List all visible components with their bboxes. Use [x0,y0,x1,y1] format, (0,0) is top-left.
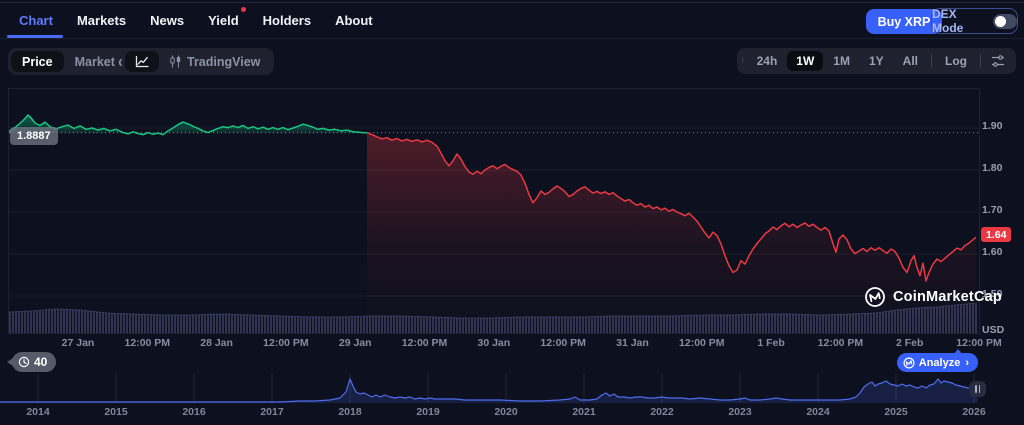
dex-mode-control[interactable]: DEX Mode [931,7,1018,35]
coinmarketcap-logo-icon [865,287,885,307]
watermark-text: CoinMarketCap [893,289,1002,305]
x-tick-label: 27 Jan [61,337,95,349]
open-price-label: 1.8887 [10,127,58,145]
x-tick-label: 12:00 PM [124,337,171,349]
tradingview-mode-button[interactable]: TradingView [159,51,271,72]
year-label[interactable]: 2018 [338,406,362,418]
year-label[interactable]: 2017 [260,406,284,418]
chart-settings-button[interactable] [985,51,1011,71]
timeline-range-handle[interactable] [969,381,986,397]
nav-tab-markets[interactable]: Markets [76,13,127,28]
x-tick-label: 1 Feb [757,337,785,349]
x-tick-label: 12:00 PM [401,337,448,349]
y-tick-label: 1.60 [982,246,1003,258]
watermark: CoinMarketCap [864,286,1002,308]
history-clock-icon [18,356,30,368]
last-price-badge: 1.64 [981,227,1012,242]
year-label[interactable]: 2024 [806,406,830,418]
year-label[interactable]: 2019 [416,406,440,418]
year-label[interactable]: 2014 [26,406,50,418]
y-tick-label: 1.80 [982,162,1003,174]
x-tick-label: 12:00 PM [540,337,586,349]
divider [931,54,932,68]
x-tick-label: 29 Jan [338,337,372,349]
x-tick-label: 12:00 PM [263,337,309,349]
nav-tabs: Chart Markets News Yield Holders About [7,3,373,38]
history-count: 40 [34,355,48,369]
x-tick-label: 12:00 PM [956,337,1002,349]
x-tick-label: 30 Jan [477,337,511,349]
nav-tab-about[interactable]: About [335,13,373,28]
line-chart-icon [135,55,149,67]
y-tick-label: 1.70 [982,204,1003,216]
x-tick-label: 31 Jan [616,337,649,349]
analyze-button[interactable]: Analyze › [896,349,978,372]
buy-xrp-button[interactable]: Buy XRP [866,9,942,34]
metric-option-price[interactable]: Price [11,51,64,72]
nav-tab-holders[interactable]: Holders [262,13,312,28]
year-label[interactable]: 2022 [650,406,674,418]
history-count-badge[interactable]: 40 [6,352,57,372]
range-button-1w[interactable]: 1W [787,51,824,71]
range-buttons: 24h 1W 1M 1Y All [748,51,927,71]
year-label[interactable]: 2023 [728,406,752,418]
x-tick-label: 28 Jan [200,337,233,349]
range-selector-group: 24h 1W 1M 1Y All Log [742,48,1016,74]
nav-tab-news[interactable]: News [150,13,185,28]
y-tick-label: 1.90 [982,120,1003,132]
toggle-knob-icon [994,15,1006,27]
x-tick-label: 12:00 PM [817,337,864,349]
x-tick-label: 12:00 PM [679,337,725,349]
range-button-1m[interactable]: 1M [833,54,850,68]
year-label[interactable]: 2015 [104,406,128,418]
top-divider [0,2,1024,3]
x-tick-label: 2 Feb [896,337,924,349]
price-chart-svg [8,114,979,333]
candlestick-icon [170,55,181,68]
nav-tab-chart[interactable]: Chart [7,3,63,38]
chart-type-group: TradingView [122,48,275,75]
analyze-cmc-icon [903,356,915,369]
tradingview-label: TradingView [187,54,261,69]
range-button-1y[interactable]: 1Y [868,54,884,68]
dex-mode-label: DEX Mode [932,7,964,35]
year-label[interactable]: 2021 [572,406,596,418]
chevron-right-icon: › [965,356,969,369]
year-label[interactable]: 2020 [494,406,518,418]
y-tick-label: 1.50 [982,288,1003,300]
nav-tab-yield[interactable]: Yield [208,3,246,38]
divider [980,54,981,68]
price-chart-plot[interactable] [8,88,980,334]
log-scale-button[interactable]: Log [945,54,967,68]
line-chart-mode-button[interactable] [125,51,159,72]
dex-mode-toggle[interactable] [992,13,1017,29]
year-label[interactable]: 2016 [182,406,206,418]
section-navbar: Chart Markets News Yield Holders About Buy XR… [0,3,1024,39]
new-badge-dot-icon [240,7,246,12]
y-axis-unit: USD [982,324,1005,336]
year-label[interactable]: 2026 [962,406,986,418]
year-label[interactable]: 2025 [884,406,908,418]
range-button-24h[interactable]: 24h [756,54,778,68]
analyze-label: Analyze [918,356,961,369]
sliders-icon [992,55,1004,67]
timeline-minichart[interactable] [0,374,1024,405]
range-button-all[interactable]: All [902,54,918,68]
